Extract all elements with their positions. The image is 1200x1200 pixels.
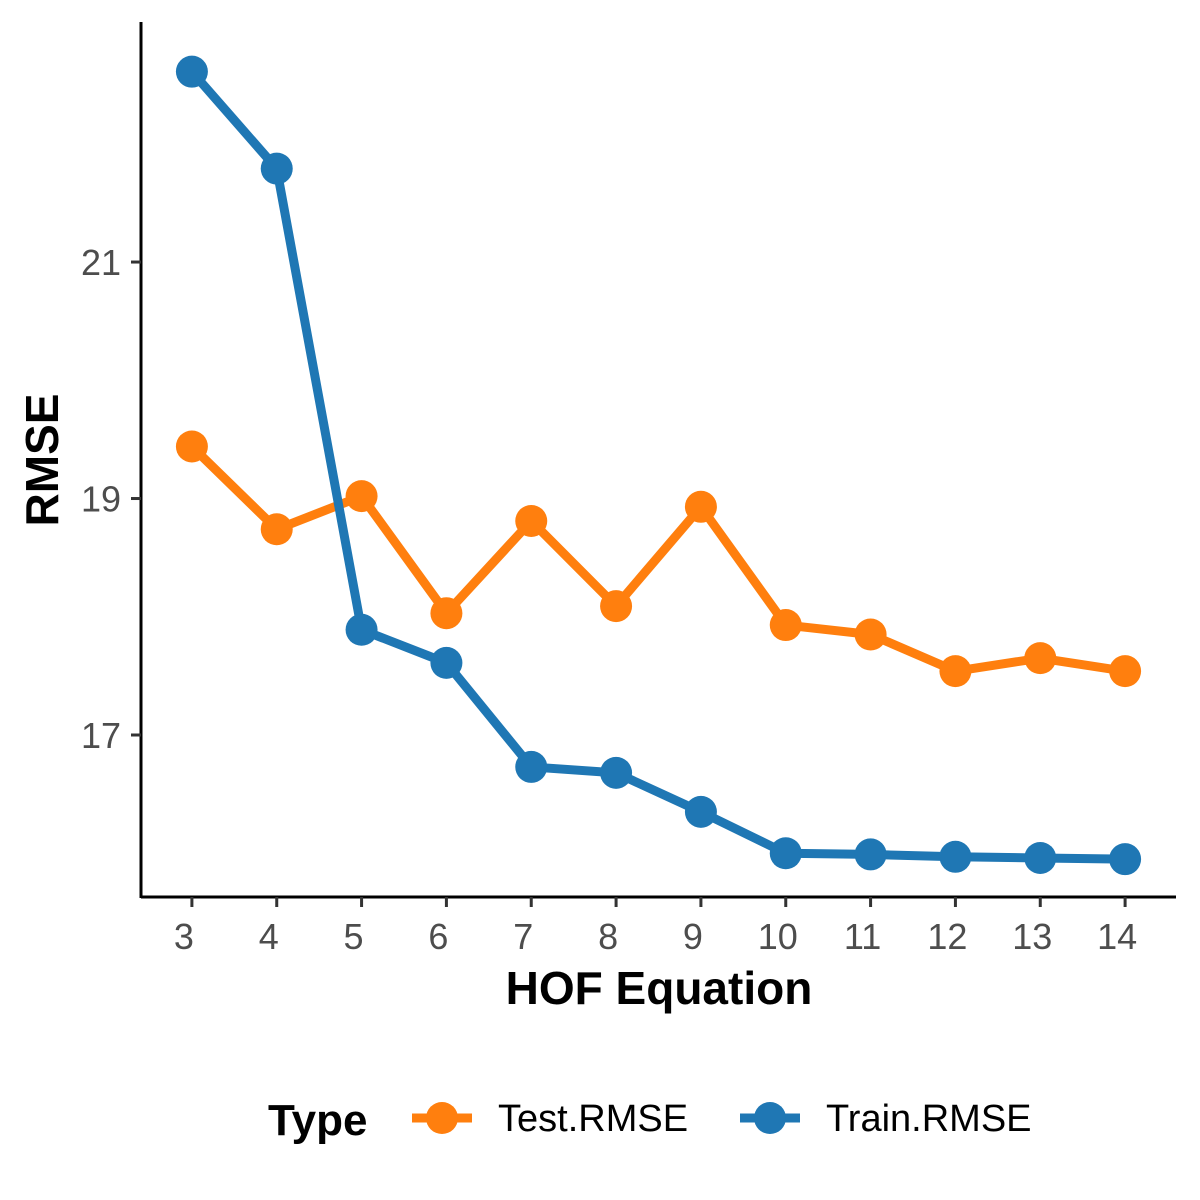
data-point [939, 840, 972, 873]
x-tick-label: 14 [1097, 916, 1137, 957]
x-tick-label: 5 [344, 916, 364, 957]
series-line [187, 67, 1130, 864]
series-test-rmse [175, 430, 1142, 688]
data-point [600, 756, 633, 789]
y-tick-label: 17 [81, 715, 121, 756]
legend-items: Test.RMSE Train.RMSE [412, 1098, 1032, 1140]
data-point [854, 618, 887, 651]
data-point [260, 513, 293, 546]
plot-area [175, 55, 1142, 876]
data-point [515, 504, 548, 537]
x-tick-label: 13 [1012, 916, 1052, 957]
legend-label: Train.RMSE [826, 1098, 1032, 1140]
data-point [345, 480, 378, 513]
x-tick-label: 11 [844, 916, 881, 957]
data-point [430, 646, 463, 679]
data-point [769, 837, 802, 870]
x-axis-title: HOF Equation [506, 962, 813, 1014]
series-train-rmse [175, 55, 1142, 876]
data-point [939, 655, 972, 688]
data-point [684, 490, 717, 523]
legend-key-point [754, 1102, 786, 1134]
x-tick-label: 8 [598, 916, 618, 957]
y-axis-title: RMSE [16, 394, 68, 527]
legend-title: Type [268, 1096, 367, 1145]
x-tick-label: 4 [259, 916, 279, 957]
y-tick-label: 21 [81, 242, 121, 283]
legend-item: Test.RMSE [412, 1098, 688, 1140]
data-point [345, 613, 378, 646]
axes [139, 22, 1176, 899]
y-ticks: 17 19 21 [81, 242, 141, 756]
data-point [600, 590, 633, 623]
data-point [854, 838, 887, 871]
x-tick-label: 10 [758, 916, 798, 957]
x-tick-label: 6 [428, 916, 448, 957]
data-point [769, 609, 802, 642]
data-point [515, 750, 548, 783]
data-point [1024, 841, 1057, 874]
data-point [1109, 843, 1142, 876]
x-tick-label: 12 [927, 916, 967, 957]
x-tick-label: 3 [174, 916, 194, 957]
y-tick-label: 19 [81, 479, 121, 520]
legend: Type Test.RMSE Train.RMSE [268, 1096, 1032, 1145]
data-point [430, 597, 463, 630]
data-point [260, 152, 293, 185]
legend-label: Test.RMSE [498, 1098, 688, 1140]
data-point [684, 795, 717, 828]
legend-key-point [426, 1102, 458, 1134]
data-point [1109, 655, 1142, 688]
data-point [1024, 642, 1057, 675]
data-point [175, 430, 208, 463]
x-ticks: 3 4 5 6 7 8 9 10 11 12 13 14 [174, 897, 1137, 957]
x-tick-label: 9 [683, 916, 703, 957]
data-point [175, 55, 208, 88]
legend-item: Train.RMSE [740, 1098, 1032, 1140]
x-tick-label: 7 [513, 916, 533, 957]
